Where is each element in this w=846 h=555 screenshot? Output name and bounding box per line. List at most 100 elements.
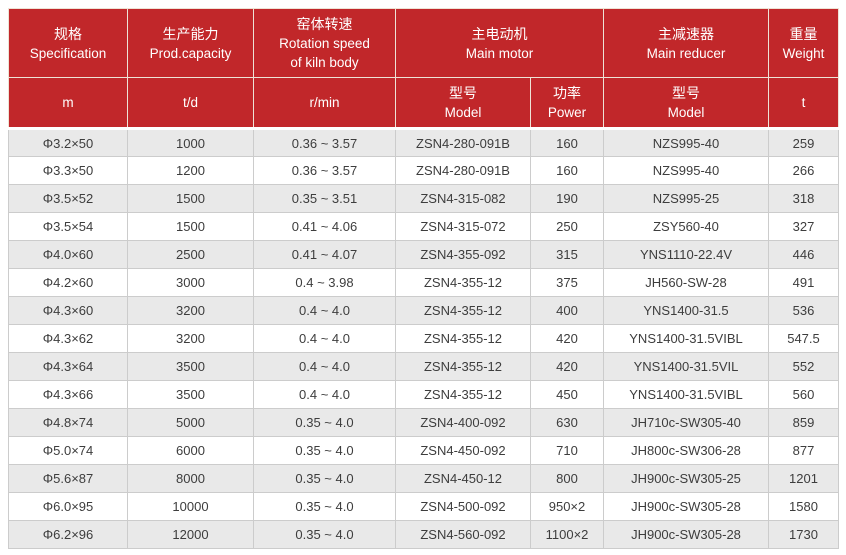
spec-cell: Φ4.3×66 (8, 380, 128, 409)
table-row: Φ4.0×60 2500 0.41 ~ 4.07 ZSN4-355-092 31… (8, 240, 839, 269)
weight-cell: 1580 (768, 492, 839, 521)
unit-rotation-speed: r/min (253, 77, 396, 130)
spec-cell: Φ3.3×50 (8, 156, 128, 185)
capacity-cell: 3200 (127, 296, 254, 325)
weight-cell: 877 (768, 436, 839, 465)
weight-cell: 318 (768, 184, 839, 213)
capacity-cell: 1500 (127, 184, 254, 213)
motor-model-cell: ZSN4-450-092 (395, 436, 531, 465)
motor-model-cell: ZSN4-560-092 (395, 520, 531, 549)
reducer-model-cell: JH800c-SW306-28 (603, 436, 769, 465)
header-main-reducer: 主减速器 Main reducer (603, 8, 769, 78)
motor-power-cell: 190 (530, 184, 604, 213)
spec-cell: Φ5.6×87 (8, 464, 128, 493)
table-row: Φ3.3×50 1200 0.36 ~ 3.57 ZSN4-280-091B 1… (8, 156, 839, 185)
motor-power-cell: 800 (530, 464, 604, 493)
reducer-model-cell: YNS1400-31.5VIL (603, 352, 769, 381)
rotation-speed-cell: 0.35 ~ 4.0 (253, 408, 396, 437)
spec-cell: Φ3.5×52 (8, 184, 128, 213)
rotation-speed-cell: 0.36 ~ 3.57 (253, 128, 396, 157)
weight-cell: 536 (768, 296, 839, 325)
header-motor-en: Main motor (465, 45, 534, 61)
reducer-model-cell: JH900c-SW305-28 (603, 520, 769, 549)
motor-model-cell: ZSN4-280-091B (395, 156, 531, 185)
motor-power-cell: 630 (530, 408, 604, 437)
rotation-speed-cell: 0.35 ~ 4.0 (253, 464, 396, 493)
motor-power-cell: 420 (530, 324, 604, 353)
unit-specification: m (8, 77, 128, 130)
capacity-cell: 1500 (127, 212, 254, 241)
rotation-speed-cell: 0.35 ~ 4.0 (253, 436, 396, 465)
rotation-speed-cell: 0.35 ~ 3.51 (253, 184, 396, 213)
weight-cell: 259 (768, 128, 839, 157)
unit-specification-label: m (62, 95, 74, 110)
rotation-speed-cell: 0.35 ~ 4.0 (253, 520, 396, 549)
header-capacity-en: Prod.capacity (149, 45, 232, 61)
spec-cell: Φ4.2×60 (8, 268, 128, 297)
table-row: Φ4.3×62 3200 0.4 ~ 4.0 ZSN4-355-12 420 Y… (8, 324, 839, 353)
motor-power-cell: 160 (530, 156, 604, 185)
header-reducer-model-zh: 型号 (672, 85, 700, 101)
motor-power-cell: 710 (530, 436, 604, 465)
header-weight: 重量 Weight (768, 8, 839, 78)
header-specification-en: Specification (29, 45, 107, 61)
spec-cell: Φ3.2×50 (8, 128, 128, 157)
table-row: Φ4.3×64 3500 0.4 ~ 4.0 ZSN4-355-12 420 Y… (8, 352, 839, 381)
spec-cell: Φ4.3×62 (8, 324, 128, 353)
reducer-model-cell: JH900c-SW305-28 (603, 492, 769, 521)
capacity-cell: 3500 (127, 352, 254, 381)
header-specification-zh: 规格 (54, 25, 82, 42)
header-motor-model-zh: 型号 (449, 85, 477, 101)
spec-cell: Φ4.0×60 (8, 240, 128, 269)
reducer-model-cell: YNS1400-31.5 (603, 296, 769, 325)
motor-power-cell: 375 (530, 268, 604, 297)
spec-cell: Φ6.2×96 (8, 520, 128, 549)
motor-model-cell: ZSN4-315-082 (395, 184, 531, 213)
rotation-speed-cell: 0.36 ~ 3.57 (253, 156, 396, 185)
reducer-model-cell: JH560-SW-28 (603, 268, 769, 297)
motor-model-cell: ZSN4-355-12 (395, 352, 531, 381)
table-row: Φ4.2×60 3000 0.4 ~ 3.98 ZSN4-355-12 375 … (8, 268, 839, 297)
motor-model-cell: ZSN4-400-092 (395, 408, 531, 437)
reducer-model-cell: YNS1400-31.5VIBL (603, 380, 769, 409)
unit-weight: t (768, 77, 839, 130)
weight-cell: 327 (768, 212, 839, 241)
header-rotation-en-1: Rotation speed (279, 36, 370, 51)
motor-power-cell: 160 (530, 128, 604, 157)
motor-model-cell: ZSN4-280-091B (395, 128, 531, 157)
table-row: Φ6.0×95 10000 0.35 ~ 4.0 ZSN4-500-092 95… (8, 492, 839, 521)
capacity-cell: 3200 (127, 324, 254, 353)
motor-power-cell: 315 (530, 240, 604, 269)
header-weight-zh: 重量 (789, 25, 818, 42)
table-body: Φ3.2×50 1000 0.36 ~ 3.57 ZSN4-280-091B 1… (8, 128, 839, 549)
header-reducer-zh: 主减速器 (658, 25, 714, 42)
capacity-cell: 12000 (127, 520, 254, 549)
header-capacity-zh: 生产能力 (162, 25, 219, 42)
reducer-model-cell: ZSY560-40 (603, 212, 769, 241)
motor-model-cell: ZSN4-355-12 (395, 380, 531, 409)
weight-cell: 859 (768, 408, 839, 437)
table-row: Φ5.0×74 6000 0.35 ~ 4.0 ZSN4-450-092 710… (8, 436, 839, 465)
header-reducer-en: Main reducer (646, 45, 726, 61)
rotation-speed-cell: 0.41 ~ 4.07 (253, 240, 396, 269)
unit-rotation-label: r/min (309, 95, 340, 110)
motor-power-cell: 420 (530, 352, 604, 381)
capacity-cell: 10000 (127, 492, 254, 521)
table-row: Φ5.6×87 8000 0.35 ~ 4.0 ZSN4-450-12 800 … (8, 464, 839, 493)
header-motor-power-en: Power (547, 105, 587, 120)
motor-model-cell: ZSN4-355-12 (395, 268, 531, 297)
motor-power-cell: 1100×2 (530, 520, 604, 549)
capacity-cell: 3500 (127, 380, 254, 409)
reducer-model-cell: YNS1110-22.4V (603, 240, 769, 269)
header-rotation-zh: 窑体转速 (296, 16, 353, 32)
weight-cell: 1730 (768, 520, 839, 549)
table-row: Φ4.8×74 5000 0.35 ~ 4.0 ZSN4-400-092 630… (8, 408, 839, 437)
header-motor-zh: 主电动机 (471, 25, 528, 42)
capacity-cell: 1000 (127, 128, 254, 157)
spec-cell: Φ6.0×95 (8, 492, 128, 521)
spec-cell: Φ4.8×74 (8, 408, 128, 437)
reducer-model-cell: NZS995-40 (603, 128, 769, 157)
spec-cell: Φ4.3×60 (8, 296, 128, 325)
header-capacity: 生产能力 Prod.capacity (127, 8, 254, 78)
